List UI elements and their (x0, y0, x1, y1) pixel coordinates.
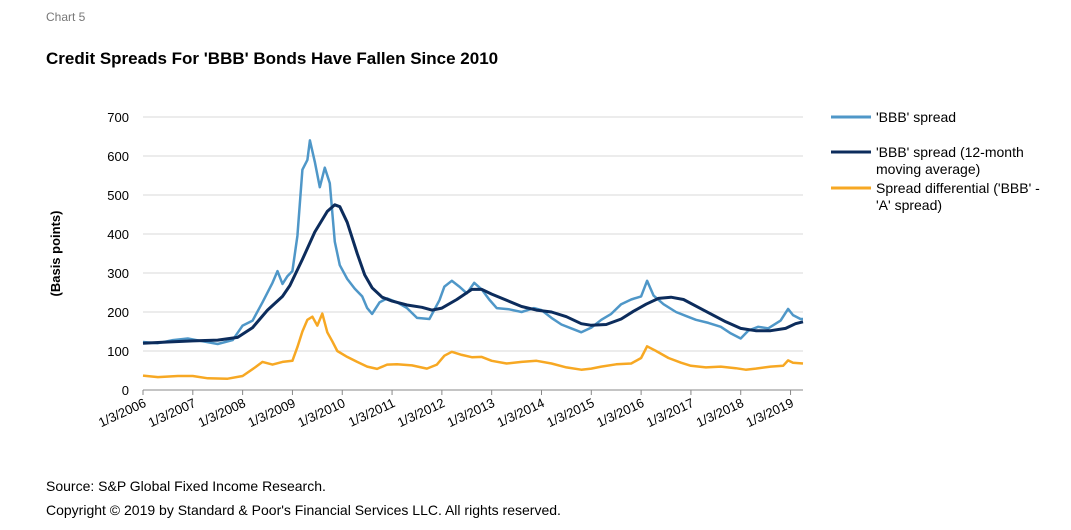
gridlines (143, 116, 803, 391)
y-axis-ticks: 0 100 200 300 400 500 600 700 (107, 110, 129, 398)
x-tick-label: 1/3/2015 (544, 395, 596, 430)
x-tick-label: 1/3/2006 (96, 395, 148, 430)
legend-entry: Spread differential ('BBB' -'A' spread) (876, 180, 1040, 213)
series-line-spread-differential (142, 312, 804, 380)
source-note: Source: S&P Global Fixed Income Research… (46, 478, 326, 494)
x-tick-label: 1/3/2007 (146, 395, 198, 430)
y-tick-label: 700 (107, 110, 129, 125)
series-line-bbb-spread (142, 139, 803, 346)
chart-number-label: Chart 5 (46, 10, 86, 24)
y-tick-label: 400 (107, 227, 129, 242)
legend: 'BBB' spread 'BBB' spread (12-month moving… (831, 109, 1040, 213)
y-tick-label: 600 (107, 149, 129, 164)
x-axis-ticks: 1/3/20061/3/20071/3/20081/3/20091/3/2010… (96, 390, 796, 430)
y-tick-label: 100 (107, 344, 129, 359)
x-tick-label: 1/3/2017 (644, 395, 696, 430)
legend-entry: 'BBB' spread (12-month moving average) (876, 144, 1024, 177)
x-tick-label: 1/3/2019 (744, 395, 796, 430)
y-tick-label: 0 (122, 383, 129, 398)
y-tick-label: 200 (107, 305, 129, 320)
y-axis-label: (Basis points) (48, 211, 63, 297)
x-tick-label: 1/3/2009 (245, 395, 297, 430)
x-tick-label: 1/3/2014 (495, 395, 547, 430)
x-tick-label: 1/3/2016 (594, 395, 646, 430)
x-tick-label: 1/3/2013 (445, 395, 497, 430)
legend-entry: 'BBB' spread (876, 109, 956, 125)
chart-title: Credit Spreads For 'BBB' Bonds Have Fall… (46, 49, 499, 68)
x-tick-label: 1/3/2010 (295, 395, 347, 430)
x-tick-label: 1/3/2008 (196, 395, 248, 430)
y-tick-label: 500 (107, 188, 129, 203)
copyright-note: Copyright © 2019 by Standard & Poor's Fi… (46, 502, 561, 518)
x-tick-label: 1/3/2011 (346, 395, 397, 430)
series-lines (142, 139, 804, 380)
x-tick-label: 1/3/2018 (694, 395, 746, 430)
y-tick-label: 300 (107, 266, 129, 281)
series-line-moving-average (142, 203, 804, 345)
x-tick-label: 1/3/2012 (395, 395, 447, 430)
